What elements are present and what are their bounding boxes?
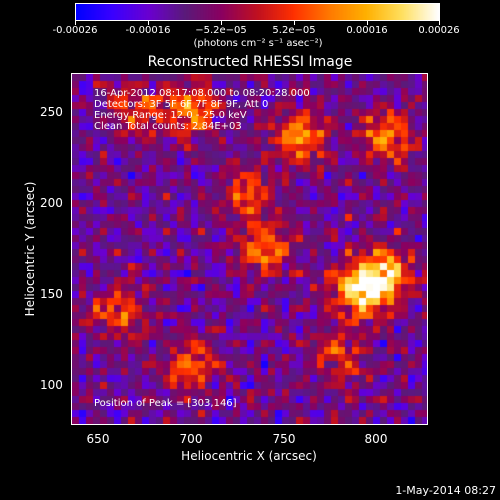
y-tick-label: 150 — [40, 287, 63, 301]
annotation-peak-position: Position of Peak = [303,146] — [94, 398, 237, 409]
y-tick-label: 250 — [40, 105, 63, 119]
colorbar — [75, 3, 440, 21]
colorbar-tick — [439, 21, 440, 25]
colorbar-tick-label: −5.2e−05 — [195, 25, 247, 36]
colorbar-tick-label: -0.00026 — [52, 25, 98, 36]
annotation-energy-range: Energy Range: 12.0 - 25.0 keV — [94, 110, 247, 121]
annotation-time-range: 16-Apr-2012 08:17:08.000 to 08:20:28.000 — [94, 88, 310, 99]
annotation-total-counts: Clean Total counts: 2.84E+03 — [94, 121, 242, 132]
y-tick-label: 200 — [40, 196, 63, 210]
colorbar-tick — [75, 21, 76, 25]
colorbar-tick — [367, 21, 368, 25]
colorbar-tick-label: -0.00016 — [125, 25, 171, 36]
x-tick-label: 800 — [364, 432, 388, 446]
x-tick-label: 700 — [179, 432, 203, 446]
colorbar-tick-label: 0.00026 — [418, 25, 460, 36]
plot-timestamp: 1-May-2014 08:27 — [395, 484, 496, 497]
plot-area: 16-Apr-2012 08:17:08.000 to 08:20:28.000… — [71, 73, 428, 425]
heatmap-image — [72, 74, 427, 424]
colorbar-units: (photons cm⁻² s⁻¹ asec⁻²) — [193, 38, 323, 49]
x-tick-label: 750 — [272, 432, 296, 446]
colorbar-tick — [221, 21, 222, 25]
x-tick-label: 650 — [86, 432, 110, 446]
colorbar-tick-label: 5.2e−05 — [272, 25, 316, 36]
y-tick-label: 100 — [40, 378, 63, 392]
colorbar-tick — [294, 21, 295, 25]
y-axis-label: Heliocentric Y (arcsec) — [23, 181, 37, 317]
x-axis-label: Heliocentric X (arcsec) — [181, 449, 317, 463]
colorbar-tick — [148, 21, 149, 25]
colorbar-gradient — [76, 4, 439, 20]
chart-title: Reconstructed RHESSI Image — [147, 54, 353, 70]
annotation-detectors: Detectors: 3F 5F 6F 7F 8F 9F, Att 0 — [94, 99, 269, 110]
colorbar-tick-label: 0.00016 — [346, 25, 388, 36]
